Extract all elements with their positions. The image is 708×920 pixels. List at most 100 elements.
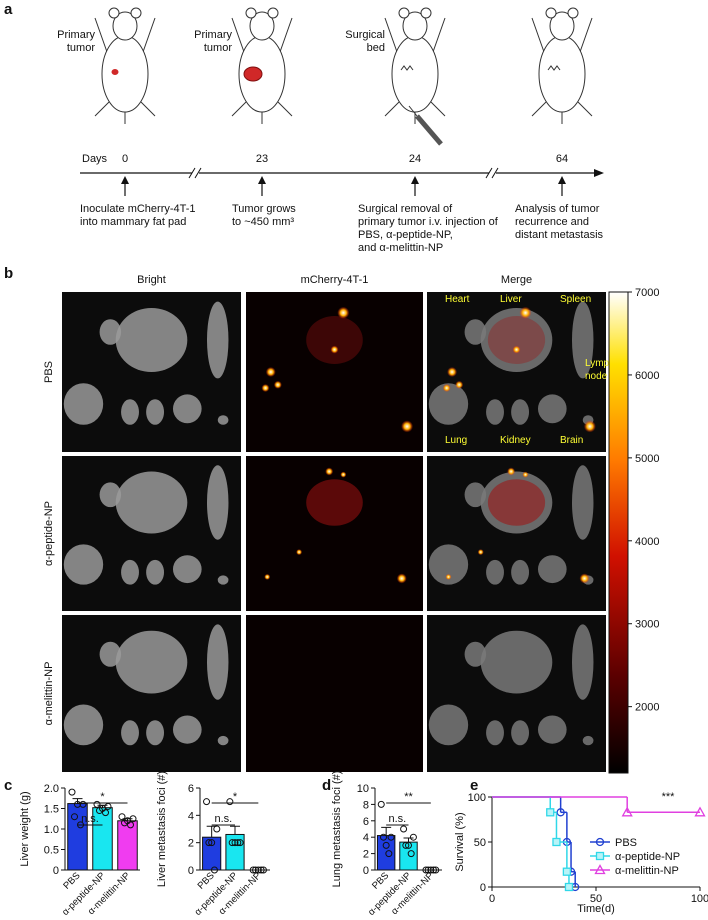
organ xyxy=(172,715,202,744)
organ xyxy=(121,559,139,585)
organ xyxy=(571,465,594,540)
y-tick-label: 50 xyxy=(474,837,486,849)
fluorescence-spot xyxy=(442,384,451,392)
mouse xyxy=(231,7,293,124)
organ xyxy=(99,641,122,667)
step-description: primary tumor i.v. injection of xyxy=(358,216,499,228)
organ xyxy=(511,399,530,425)
organ xyxy=(63,383,104,425)
data-point xyxy=(93,800,101,808)
organ xyxy=(582,735,594,746)
day-label: 64 xyxy=(556,153,568,165)
x-axis-label: Time(d) xyxy=(577,903,614,915)
colorbar xyxy=(608,291,629,774)
step-description: Analysis of tumor xyxy=(515,203,600,215)
data-point xyxy=(121,819,128,827)
fluorescence-spot xyxy=(507,467,516,476)
fluorescence-haze xyxy=(306,316,363,364)
y-tick-label: 1.0 xyxy=(44,824,59,836)
organ xyxy=(511,559,530,585)
mouse-ear xyxy=(267,7,279,19)
data-point xyxy=(71,813,78,821)
legend-label: PBS xyxy=(615,837,637,849)
data-point xyxy=(377,800,385,808)
axis-break xyxy=(188,167,202,179)
axes xyxy=(199,788,270,871)
bar xyxy=(117,820,138,871)
y-axis-label: Liver metastasis foci (#) xyxy=(156,771,168,887)
significance-label: * xyxy=(100,791,105,803)
mouse-arm xyxy=(279,17,293,53)
fluorescence-spot xyxy=(337,306,350,319)
marker xyxy=(562,867,572,876)
tumor xyxy=(111,69,119,75)
axis-break xyxy=(485,167,499,179)
organ xyxy=(486,399,504,425)
y-axis-label: Lung metastasis foci (#) xyxy=(331,771,343,888)
axis-break-gap xyxy=(192,168,199,178)
mouse-arm xyxy=(531,17,545,53)
tumor xyxy=(243,66,263,82)
step-description: Tumor grows xyxy=(232,203,296,215)
organ-label: node xyxy=(585,371,608,382)
marker xyxy=(564,882,574,892)
mouse-ear xyxy=(545,7,557,19)
organ xyxy=(537,715,567,744)
data-point xyxy=(236,839,244,847)
step-description: to ~450 mm³ xyxy=(232,216,294,228)
mouse-arm xyxy=(384,17,398,53)
organ-label: Lung xyxy=(445,435,467,446)
organ xyxy=(464,641,487,667)
day-arrowhead xyxy=(258,176,266,184)
fluorescence-haze xyxy=(487,479,546,526)
significance-label: n.s. xyxy=(214,813,232,825)
organ xyxy=(206,465,229,540)
fluorescence-spot xyxy=(264,573,271,580)
mouse-leg xyxy=(577,101,593,117)
fluorescence-spot xyxy=(296,549,303,556)
day-label: 0 xyxy=(122,153,128,165)
data-point xyxy=(382,841,390,849)
colorbar-tick-label: 3000 xyxy=(635,619,659,631)
organ xyxy=(464,482,487,508)
x-tick-label: PBS xyxy=(61,870,82,891)
data-point xyxy=(96,807,103,815)
error-bar xyxy=(403,837,414,843)
y-tick-label: 4 xyxy=(363,832,369,844)
fluorescence-spot xyxy=(512,345,521,354)
mouse-head xyxy=(249,11,275,41)
marker xyxy=(694,806,706,817)
x-tick-label: 50 xyxy=(590,893,602,905)
colorbar-tick-label: 4000 xyxy=(635,536,659,548)
needle xyxy=(408,105,418,117)
organ xyxy=(146,720,165,746)
significance-label: n.s. xyxy=(388,813,406,825)
organ xyxy=(428,544,469,585)
organ-label: Lymph xyxy=(585,358,615,369)
organ-label: Spleen xyxy=(560,294,591,305)
data-point xyxy=(68,788,76,796)
row-label: α-melittin-NP xyxy=(43,662,55,726)
day-arrowhead xyxy=(411,176,419,184)
data-point xyxy=(405,841,412,849)
syringe xyxy=(415,114,443,146)
significance-label: ** xyxy=(404,791,413,803)
data-point xyxy=(409,833,417,841)
fluorescence-spot xyxy=(477,549,484,556)
row-label: PBS xyxy=(43,361,55,383)
mouse-label: Primary xyxy=(57,29,95,41)
organ xyxy=(217,575,229,585)
fluorescence-spot xyxy=(273,380,282,389)
step-description: PBS, α-peptide-NP, xyxy=(358,229,453,241)
day-arrowhead xyxy=(121,176,129,184)
mouse-arm xyxy=(94,17,108,53)
organ xyxy=(571,301,594,379)
mouse-ear xyxy=(398,7,410,19)
data-point xyxy=(118,813,126,821)
step-description: distant metastasis xyxy=(515,229,604,241)
y-tick-label: 0 xyxy=(53,865,59,877)
data-point xyxy=(385,850,393,858)
column-title: Bright xyxy=(137,274,166,286)
data-point xyxy=(231,839,239,847)
axes xyxy=(374,788,442,871)
